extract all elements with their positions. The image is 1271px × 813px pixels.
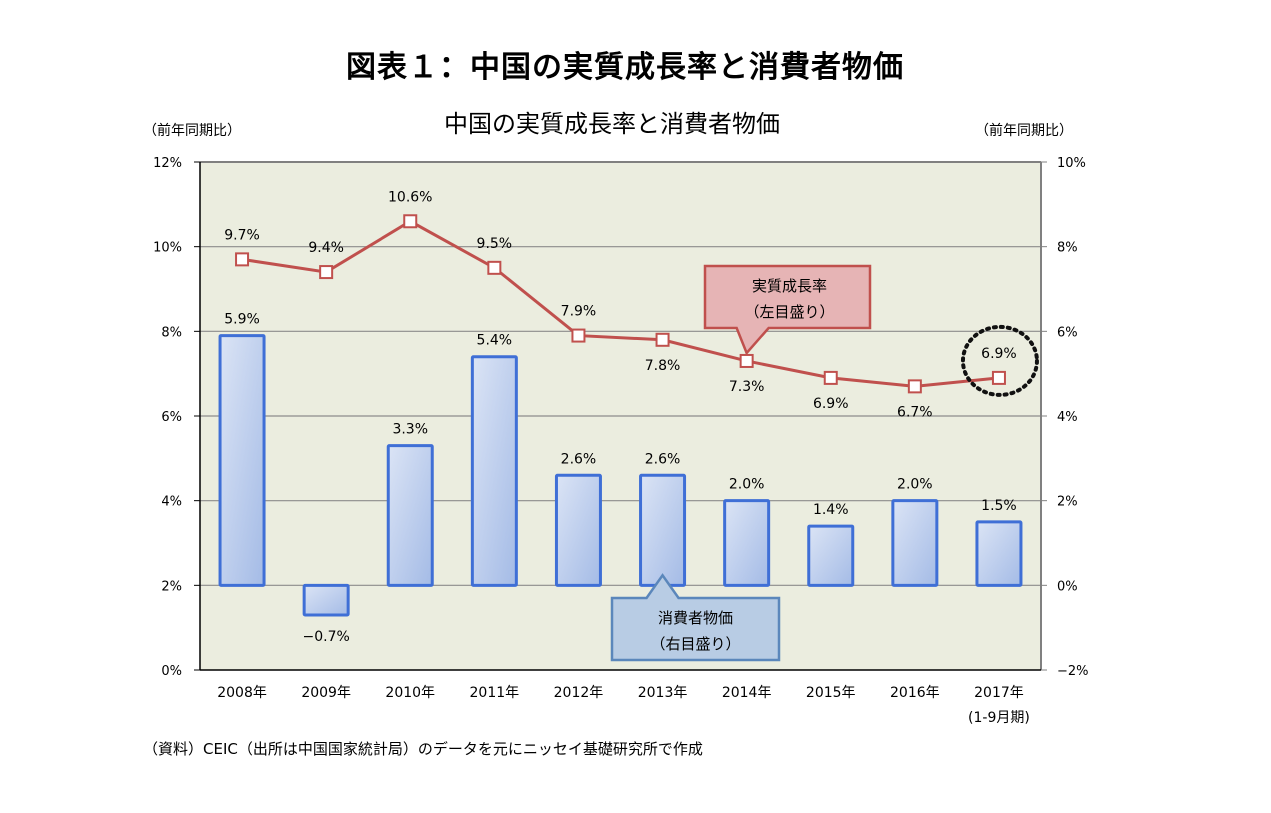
cpi-bar: [891, 499, 939, 587]
right-axis-ticks: −2% 0% 2% 4% 6% 8% 10%: [1041, 156, 1089, 679]
source-note: （資料）CEIC（出所は中国国家統計局）のデータを元にニッセイ基礎研究所で作成: [143, 740, 703, 758]
cpi-callout-box: [610, 573, 781, 662]
cpi-bars: [218, 334, 1023, 617]
left-axis-ticks: 0% 2% 4% 6% 8% 10% 12%: [153, 156, 200, 679]
category-label: 2012年: [554, 685, 604, 701]
right-tick-label: 4%: [1057, 410, 1078, 425]
category-label: 2008年: [217, 685, 267, 701]
cpi-data-label: −0.7%: [302, 629, 349, 645]
cpi-bar: [470, 355, 518, 587]
left-tick-label: 6%: [161, 410, 182, 425]
cpi-data-label: 1.5%: [981, 498, 1017, 514]
category-labels: 2008年 2009年 2010年 2011年 2012年 2013年 2014年 2015年…: [217, 685, 1030, 726]
right-tick-label: 8%: [1057, 241, 1078, 256]
left-axis-unit-label: （前年同期比）: [143, 123, 241, 139]
cpi-callout-text: 消費者物価: [658, 609, 733, 627]
category-label: 2017年: [974, 685, 1024, 701]
cpi-data-label: 2.6%: [561, 451, 597, 467]
category-label: 2016年: [890, 685, 940, 701]
category-label: 2014年: [722, 685, 772, 701]
gdp-marker: [487, 260, 502, 275]
gdp-marker: [571, 328, 586, 343]
gdp-marker: [319, 265, 334, 280]
category-sublabel: (1-9月期): [968, 710, 1030, 726]
figure-title: 図表１：中国の実質成長率と消費者物価: [346, 50, 904, 85]
cpi-data-label: 2.0%: [897, 477, 933, 493]
cpi-bar: [218, 334, 266, 587]
cpi-bar: [302, 583, 350, 617]
gdp-data-label: 7.3%: [729, 379, 765, 395]
highlight-circle: [960, 324, 1039, 397]
gdp-data-label: 9.5%: [477, 236, 513, 252]
right-tick-label: 2%: [1057, 495, 1078, 510]
left-tick-label: 0%: [161, 664, 182, 679]
cpi-data-label: 1.4%: [813, 502, 849, 518]
cpi-bar: [807, 524, 855, 587]
right-tick-label: −2%: [1057, 664, 1089, 679]
cpi-bar: [723, 499, 771, 587]
cpi-data-label: 3.3%: [392, 422, 428, 438]
callouts: 実質成長率 （左目盛り） 消費者物価 （右目盛り）: [610, 264, 1039, 662]
gdp-line: [235, 214, 1006, 394]
left-tick-label: 2%: [161, 579, 182, 594]
gdp-data-label: 6.9%: [813, 396, 849, 412]
right-tick-label: 0%: [1057, 579, 1078, 594]
gdp-marker: [655, 332, 670, 347]
left-tick-label: 8%: [161, 325, 182, 340]
right-tick-label: 10%: [1057, 156, 1086, 171]
right-axis-unit-label: （前年同期比）: [975, 123, 1073, 139]
cpi-data-label: 2.0%: [729, 477, 765, 493]
left-tick-label: 4%: [161, 495, 182, 510]
cpi-callout-text: （右目盛り）: [650, 635, 740, 653]
gdp-marker: [907, 379, 922, 394]
category-label: 2013年: [638, 685, 688, 701]
gdp-data-label: 7.9%: [561, 304, 597, 320]
gdp-line-path: [241, 219, 1000, 388]
gdp-callout-text: （左目盛り）: [744, 303, 834, 321]
gdp-data-label: 9.7%: [224, 227, 260, 243]
gdp-marker: [235, 252, 250, 267]
gdp-data-label: 9.4%: [308, 240, 344, 256]
cpi-bar: [386, 444, 434, 587]
gdp-data-label: 6.7%: [897, 404, 933, 420]
cpi-data-labels: 5.9% −0.7% 3.3% 5.4% 2.6% 2.6% 2.0% 1.4% 2.0% 1.5…: [224, 312, 1016, 645]
gdp-callout-box: [703, 264, 872, 356]
gdp-data-label: 6.9%: [981, 346, 1017, 362]
category-label: 2011年: [470, 685, 520, 701]
cpi-bar: [975, 520, 1023, 587]
gdp-marker: [823, 370, 838, 385]
left-tick-label: 12%: [153, 156, 182, 171]
gdp-data-label: 7.8%: [645, 358, 681, 374]
gdp-marker: [991, 370, 1006, 385]
category-label: 2015年: [806, 685, 856, 701]
cpi-data-label: 5.4%: [477, 333, 513, 349]
gdp-marker: [739, 353, 754, 368]
gdp-marker: [403, 214, 418, 229]
cpi-bar: [554, 473, 602, 587]
right-tick-label: 6%: [1057, 325, 1078, 340]
gdp-data-labels: 9.7% 9.4% 10.6% 9.5% 7.9% 7.8% 7.3% 6.9% 6.7% 6.9…: [224, 189, 1016, 420]
category-label: 2009年: [301, 685, 351, 701]
category-label: 2010年: [385, 685, 435, 701]
cpi-bar: [639, 473, 687, 587]
cpi-data-label: 5.9%: [224, 312, 260, 328]
gdp-data-label: 10.6%: [388, 189, 432, 205]
left-tick-label: 10%: [153, 241, 182, 256]
chart-title: 中国の実質成長率と消費者物価: [444, 110, 780, 138]
gdp-callout-text: 実質成長率: [752, 277, 827, 295]
cpi-data-label: 2.6%: [645, 451, 681, 467]
